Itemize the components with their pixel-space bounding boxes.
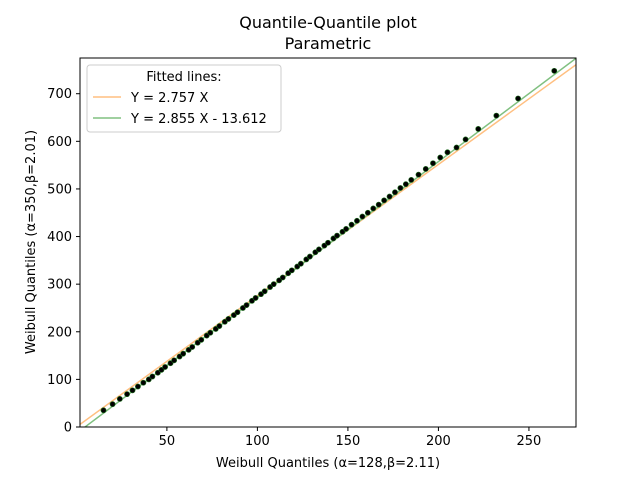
data-point [225,316,232,322]
chart-title: Quantile-Quantile plot [239,13,416,32]
data-point [124,391,130,398]
data-point [135,383,141,390]
data-point [198,336,205,343]
data-point [129,387,136,394]
y-tick-label: 0 [64,421,72,436]
y-axis-ticks: 0 100 200 300 400 500 600 700 [47,87,80,436]
data-point [243,302,250,309]
y-tick-label: 700 [47,87,72,102]
y-tick-label: 500 [47,182,72,197]
data-point [402,181,409,188]
data-point [370,205,377,212]
y-tick-label: 100 [47,373,72,388]
data-point [422,166,429,172]
plot-frame [79,57,577,428]
data-point [207,329,214,336]
y-tick-label: 600 [47,135,72,150]
legend-entry-1-label: Y = 2.757 X [130,91,208,106]
legend-title: Fitted lines: [146,70,221,85]
data-point [392,189,398,196]
data-point [359,213,366,220]
legend: Fitted lines: Y = 2.757 X Y = 2.855 X - … [86,64,282,133]
data-point [475,126,482,132]
data-point [189,344,196,350]
data-point [381,197,388,204]
data-point [140,379,147,386]
data-point [279,274,286,281]
data-point [100,407,107,414]
data-point [297,260,304,267]
data-point [375,201,382,208]
data-point [270,281,277,288]
data-point [306,253,313,260]
x-tick-label: 200 [426,434,451,449]
y-tick-label: 200 [47,325,72,340]
data-point [444,149,451,156]
data-point [216,323,223,329]
x-tick-label: 250 [517,434,542,449]
data-point [162,364,168,370]
data-point [462,136,469,143]
y-axis-label: Weibull Quantiles (α=350,β=2.01) [24,130,39,354]
data-point [430,160,436,167]
data-point [437,154,444,161]
scatter-points-layer [100,67,558,414]
data-point [180,350,187,357]
data-point [551,67,558,74]
chart-subtitle: Parametric [285,34,372,53]
data-point [348,221,355,228]
data-point [334,232,340,239]
data-point [515,95,521,102]
legend-box [86,64,282,133]
data-point [288,267,295,274]
data-point [234,309,241,316]
data-point [325,239,331,246]
x-tick-label: 150 [335,434,360,449]
data-point [261,288,268,295]
data-point [354,217,360,224]
data-point [493,112,500,119]
data-point [109,401,116,408]
x-axis-ticks: 50 100 150 200 250 [159,427,542,449]
data-point [171,357,178,364]
data-point [408,176,415,183]
data-point [364,209,371,216]
x-tick-label: 50 [159,434,176,449]
data-point [316,246,322,253]
y-tick-label: 400 [47,230,72,245]
y-tick-label: 300 [47,278,72,293]
data-point [453,144,460,151]
x-axis-label: Weibull Quantiles (α=128,β=2.11) [216,456,440,471]
data-point [116,396,123,402]
data-point [415,171,422,178]
x-tick-label: 100 [245,434,270,449]
data-point [386,193,393,200]
data-point [343,226,350,232]
data-point [149,373,156,380]
data-point [397,185,404,191]
data-point [252,295,259,301]
legend-entry-2-label: Y = 2.855 X - 13.612 [130,112,267,127]
